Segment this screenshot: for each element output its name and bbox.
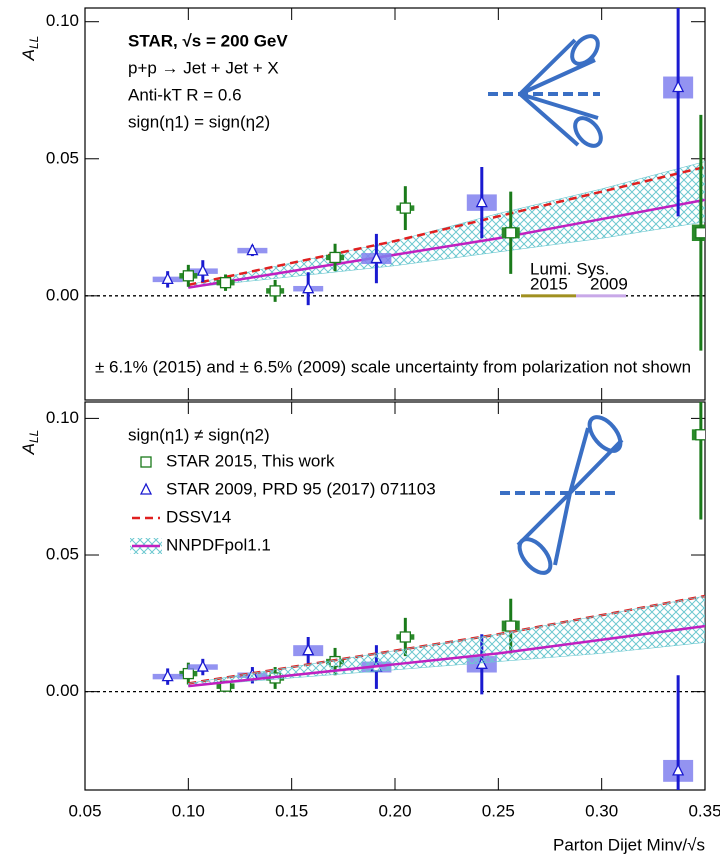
marker: [196, 659, 209, 672]
marker: [161, 271, 174, 285]
marker: [399, 631, 411, 643]
x-tick-label: 0.20: [378, 801, 411, 820]
marker: [695, 429, 705, 441]
marker: [672, 763, 685, 776]
data-layer: [152, 402, 705, 790]
x-tick-label: 0.25: [482, 801, 515, 820]
lumi-label: Lumi. Sys.: [530, 259, 609, 278]
lumi-year: 2015: [530, 274, 568, 293]
x-tick-label: 0.30: [585, 801, 618, 820]
theory-curve: [188, 624, 705, 688]
marker: [182, 270, 194, 282]
marker: [399, 202, 411, 214]
y-tick-label: 0.05: [46, 148, 79, 167]
annotation: sign(η1) = sign(η2): [128, 112, 270, 131]
cone-icon-opposite: [500, 415, 624, 575]
marker: [246, 243, 259, 256]
y-axis-label: ALL: [19, 36, 41, 62]
x-tick-label: 0.10: [172, 801, 205, 820]
x-tick-label: 0.35: [688, 801, 720, 820]
marker: [505, 227, 517, 239]
annotation: Anti-kT R = 0.6: [128, 85, 242, 104]
marker: [695, 227, 705, 239]
y-axis-label: ALL: [19, 430, 41, 456]
x-tick-label: 0.05: [68, 801, 101, 820]
y-axis-label-sub: LL: [27, 430, 41, 443]
theory-curve: [188, 165, 705, 287]
marker: [329, 251, 341, 264]
annotation: sign(η1) ≠ sign(η2): [128, 425, 270, 444]
marker: [302, 643, 315, 656]
y-tick-label: 0.00: [46, 681, 79, 700]
marker: [475, 195, 488, 208]
y-tick-label: 0.05: [46, 544, 79, 563]
y-axis-label-sub: LL: [27, 36, 41, 49]
lumi-sys-2015: [521, 294, 576, 298]
marker: [505, 620, 517, 632]
uncertainty-band: [188, 595, 705, 687]
marker: [370, 251, 383, 264]
lumi-year: 2009: [590, 274, 628, 293]
legend-label: STAR 2009, PRD 95 (2017) 071103: [166, 479, 436, 498]
cone-icon-same: [488, 34, 603, 148]
marker: [161, 669, 174, 682]
marker: [269, 285, 281, 297]
legend-label: NNPDFpol1.1: [166, 535, 271, 554]
y-tick-label: 0.10: [46, 11, 79, 30]
data-layer: [152, 8, 705, 351]
legend-label: STAR 2015, This work: [166, 451, 335, 470]
y-tick-label: 0.10: [46, 408, 79, 427]
x-axis-label: Parton Dijet Minv/√s: [553, 835, 705, 854]
lumi-sys-2009: [576, 294, 626, 298]
y-axis-label-main: A: [19, 443, 38, 455]
marker: [302, 281, 315, 294]
marker: [219, 277, 232, 289]
note: ± 6.1% (2015) and ± 6.5% (2009) scale un…: [95, 357, 691, 376]
legend-marker: [139, 482, 153, 495]
legend-marker: [140, 456, 152, 468]
y-axis-label-main: A: [19, 49, 38, 61]
annotation: p+p → Jet + Jet + X: [128, 58, 279, 77]
theory-curve: [188, 198, 705, 289]
legend-label: DSSV14: [166, 507, 231, 526]
marker: [182, 667, 194, 680]
x-tick-label: 0.15: [275, 801, 308, 820]
marker: [196, 263, 209, 276]
y-tick-label: 0.00: [46, 285, 79, 304]
marker: [672, 80, 685, 93]
annotation: STAR, √s = 200 GeV: [128, 31, 288, 50]
